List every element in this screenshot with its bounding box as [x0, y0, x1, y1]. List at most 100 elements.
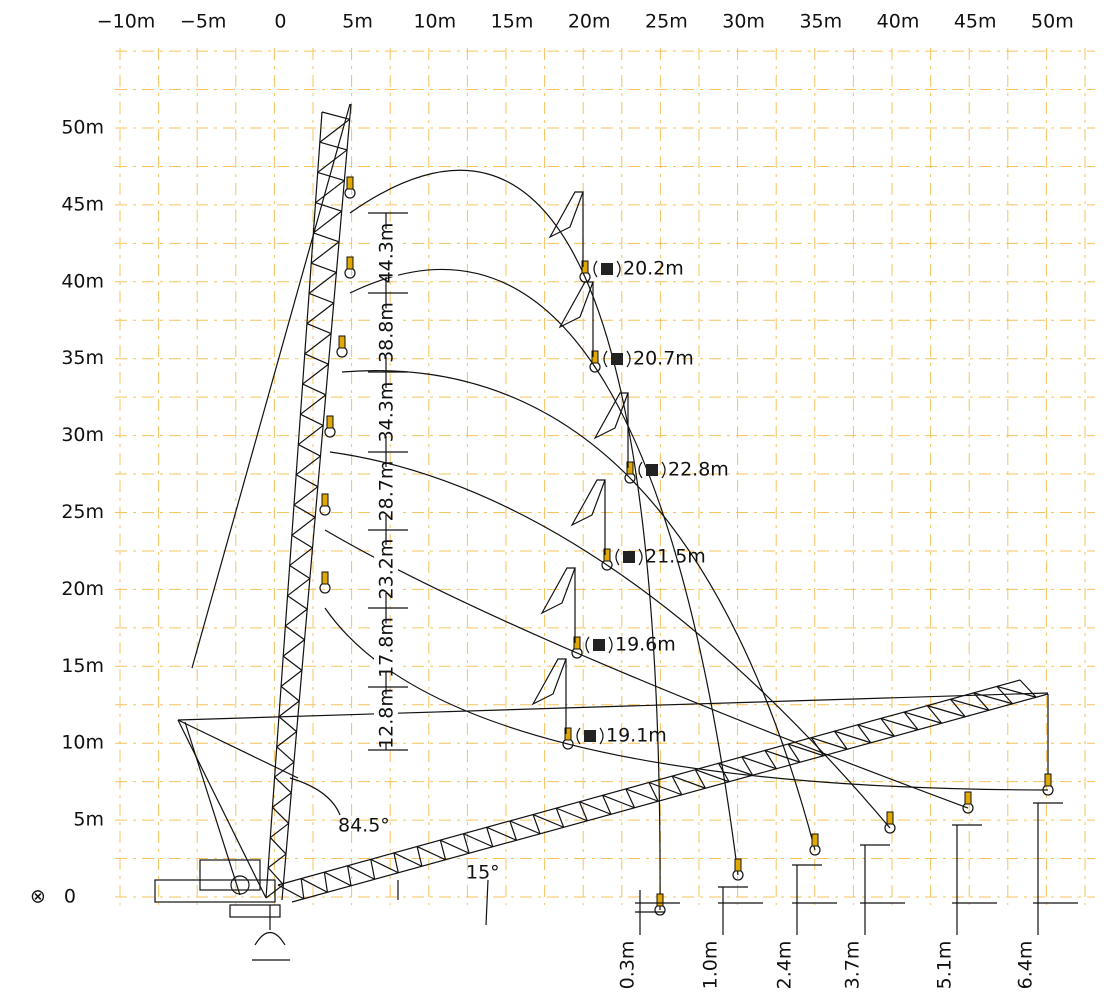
hook-block — [573, 636, 581, 650]
icon — [576, 727, 604, 745]
main-boom — [317, 171, 345, 182]
main-boom — [289, 564, 311, 580]
jib — [323, 872, 329, 893]
x-axis-label: 30m — [722, 11, 765, 33]
crane-drawing: 20.2m 20.7m 22.8m 21.5m 19.6m 19.1m 44.3m 38.8m… — [154, 103, 1078, 990]
ground-offset-label: 1.0m — [700, 941, 722, 990]
luffing-path — [329, 451, 891, 829]
jib — [857, 724, 872, 744]
jib — [903, 711, 919, 731]
main-boom — [285, 608, 308, 627]
main-boom — [295, 455, 321, 476]
icon — [601, 263, 613, 275]
y-axis-label: 50m — [61, 117, 104, 139]
main-boom — [317, 149, 348, 173]
main-boom — [308, 271, 337, 294]
hook-block — [626, 461, 634, 475]
jib — [950, 698, 990, 711]
icon — [623, 551, 635, 563]
hook-block — [321, 493, 329, 507]
jib — [949, 698, 966, 718]
main-boom — [274, 761, 295, 778]
y-axis-label: 45m — [61, 193, 104, 215]
hook-block — [591, 350, 599, 364]
lift-height-label: 12.8m — [376, 688, 398, 749]
main-boom — [310, 241, 340, 264]
y-axis-label: 35m — [61, 347, 104, 369]
luffing-path — [341, 370, 816, 851]
x-axis-label: 40m — [877, 11, 920, 33]
radius-label: 20.2m — [623, 258, 684, 280]
jib — [927, 705, 966, 718]
ground-offset-label: 6.4m — [1015, 941, 1037, 990]
jib — [996, 686, 1014, 705]
main-boom — [282, 655, 303, 671]
main-boom — [315, 180, 345, 204]
y-axis-label: 25m — [61, 501, 104, 523]
main-boom — [297, 424, 324, 446]
main-boom — [267, 853, 287, 869]
jib — [462, 833, 470, 854]
jib — [741, 756, 777, 770]
radius-label: 19.1m — [606, 725, 667, 747]
angle-label: 84.5° — [338, 815, 390, 837]
jib — [416, 846, 423, 867]
main-boom — [313, 210, 343, 234]
icon — [584, 730, 596, 742]
jib — [648, 781, 683, 796]
ground-offset-label: 0.3m — [617, 941, 639, 990]
y-axis-label: 15m — [61, 655, 104, 677]
main-boom — [291, 534, 313, 549]
main-boom — [272, 806, 290, 824]
jib — [347, 865, 375, 880]
main-boom — [269, 837, 287, 855]
angle-label: 15° — [466, 862, 500, 884]
jib — [277, 884, 305, 900]
base — [229, 904, 281, 918]
main-boom — [304, 333, 332, 355]
main-boom — [306, 323, 332, 335]
lift-height-label: 44.3m — [376, 223, 398, 284]
x-axis-label: 10m — [413, 11, 456, 33]
icon — [603, 350, 631, 368]
radius-label: 22.8m — [668, 459, 729, 481]
jib-head — [531, 658, 567, 706]
jib — [741, 756, 754, 776]
jib — [695, 769, 730, 783]
jib — [556, 807, 588, 822]
jib — [787, 743, 801, 763]
drum — [230, 875, 250, 895]
jib — [393, 852, 423, 867]
jib — [764, 749, 801, 763]
hook-block — [338, 335, 346, 349]
angle-arc — [289, 777, 489, 926]
hook-block — [581, 260, 589, 274]
label-bg — [374, 229, 398, 277]
ground-offset-label: 2.4m — [774, 941, 796, 990]
mast — [184, 721, 241, 896]
y-axis-label: 20m — [61, 578, 104, 600]
y-axis-label: 10m — [61, 732, 104, 754]
main-boom — [267, 867, 284, 886]
hook-block — [321, 571, 329, 585]
jib — [602, 795, 612, 815]
main-boom — [304, 353, 329, 365]
jib — [579, 801, 612, 815]
label-bg — [374, 467, 398, 515]
jib — [416, 846, 446, 861]
icon — [638, 461, 666, 479]
jib — [996, 685, 1037, 698]
y-axis-label: 40m — [61, 270, 104, 292]
hook-block — [734, 858, 742, 872]
hook-block — [326, 415, 334, 429]
label-bg — [374, 388, 398, 436]
jib — [857, 724, 895, 737]
jib — [532, 813, 564, 828]
jib — [625, 788, 659, 802]
x-axis-label: 35m — [799, 11, 842, 33]
jib-head — [548, 191, 584, 239]
origin-symbol: ⊗ — [30, 886, 46, 908]
jib — [370, 859, 376, 880]
label-bg — [374, 308, 398, 357]
